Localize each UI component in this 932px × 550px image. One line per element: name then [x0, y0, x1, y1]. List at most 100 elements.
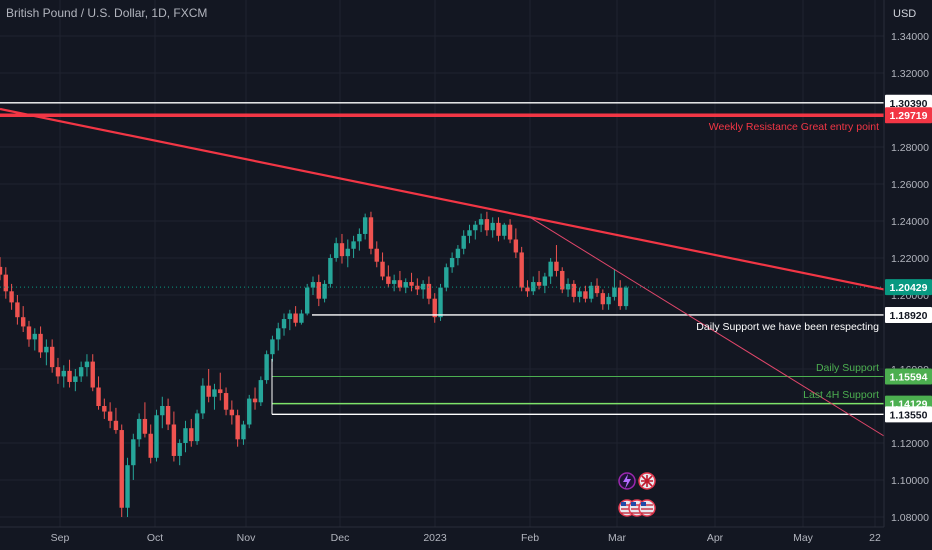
candle-body: [484, 219, 490, 231]
candle-body: [84, 361, 90, 368]
candle-body: [136, 418, 142, 440]
candle-body: [61, 370, 66, 377]
short-trendline[interactable]: [529, 216, 885, 437]
candle-body: [235, 415, 240, 440]
candle-body: [432, 298, 437, 318]
level-annotation: Daily Support we have been respecting: [696, 321, 879, 333]
price-tick-label: 1.24000: [891, 216, 929, 228]
candle-body: [478, 219, 484, 225]
price-tag-label: 1.20429: [890, 282, 928, 294]
candle-body: [32, 333, 37, 340]
candle-body: [420, 283, 426, 290]
candle-body: [554, 261, 559, 271]
uk-flag-glyph: [641, 475, 653, 487]
candle-body: [345, 248, 350, 257]
candle-body: [0, 266, 3, 275]
candle-body: [496, 222, 501, 236]
candle-body: [322, 283, 327, 299]
candle-body: [131, 439, 136, 466]
candle-body: [96, 387, 101, 406]
candle-body: [368, 217, 374, 249]
candle-body: [426, 283, 432, 299]
price-tick-label: 1.32000: [891, 68, 929, 80]
candle-body: [67, 370, 72, 382]
candle-body: [160, 406, 165, 416]
candle-body: [531, 282, 536, 292]
candle-body: [403, 282, 408, 288]
price-axis[interactable]: 1.34000 1.32000 1.28000 1.26000 1.24000 1.220…: [883, 0, 932, 550]
candle-body: [415, 285, 420, 290]
descending-trendline[interactable]: [0, 107, 885, 291]
us-flag-canton: [641, 502, 646, 506]
level-annotation: Last 4H Support: [803, 389, 879, 401]
candle-body: [386, 276, 391, 284]
price-tag-label: 1.13550: [890, 409, 928, 421]
time-tick-label: Oct: [147, 532, 163, 544]
candle-body: [444, 267, 449, 288]
time-tick-label: Dec: [331, 532, 350, 544]
candle-body: [15, 302, 20, 318]
price-tag-label: 1.29719: [890, 110, 928, 122]
candle-body: [583, 291, 588, 299]
candle-body: [229, 409, 235, 416]
candle-body: [247, 398, 252, 425]
price-axis-bg: [884, 0, 932, 550]
event-icons[interactable]: [618, 472, 656, 517]
lightning-glyph: [623, 474, 631, 489]
candle-body: [177, 443, 182, 456]
candle-body: [55, 367, 61, 377]
time-tick-label: Apr: [707, 532, 724, 544]
candle-body: [241, 424, 246, 440]
candle-body: [194, 413, 200, 442]
price-tag: [885, 107, 932, 124]
price-tick-label: 1.28000: [891, 142, 929, 154]
candle-body: [148, 433, 153, 458]
time-tick-label: Mar: [608, 532, 627, 544]
candle-body: [142, 418, 148, 434]
time-tick-label: 2023: [423, 532, 447, 544]
candle-body: [589, 285, 594, 299]
chart-title: British Pound / U.S. Dollar, 1D, FXCM: [6, 6, 208, 20]
candle-body: [299, 313, 304, 323]
candle-body: [357, 233, 362, 242]
candle-body: [223, 393, 229, 410]
candle-body: [623, 287, 629, 307]
candle-body: [276, 328, 281, 340]
price-tick-label: 1.26000: [891, 179, 929, 191]
candle-body: [171, 424, 177, 456]
candle-body: [409, 282, 414, 286]
candle-body: [397, 280, 403, 288]
drawing-lines[interactable]: Weekly Resistance Great entry point Daily…: [0, 102, 885, 437]
candle-body: [316, 282, 321, 299]
candle-body: [90, 361, 95, 388]
level-annotation: Daily Support: [816, 362, 879, 374]
time-axis[interactable]: Sep Oct Nov Dec 2023 Feb Mar Apr May 22: [0, 526, 884, 544]
candle-body: [9, 291, 14, 303]
candle-body: [73, 376, 78, 382]
candle-body: [287, 313, 293, 320]
time-tick-label: Nov: [237, 532, 256, 544]
price-tick-label: 1.12000: [891, 438, 929, 450]
candle-body: [571, 283, 577, 297]
candle-body: [44, 346, 49, 353]
candle-body: [362, 217, 368, 234]
price-tag-label: 1.30390: [890, 98, 928, 110]
candle-body: [467, 230, 472, 236]
candle-body: [374, 248, 379, 262]
price-tag: [885, 406, 932, 423]
candle-body: [310, 282, 316, 288]
candle-body: [536, 282, 542, 286]
candle-body: [473, 224, 478, 231]
candle-body: [78, 367, 84, 377]
us-flag-canton: [621, 502, 626, 506]
candle-body: [351, 241, 356, 249]
candle-body: [264, 354, 269, 381]
candle-body: [113, 420, 119, 431]
price-tick-label: 1.10000: [891, 475, 929, 487]
candle-body: [3, 274, 8, 292]
price-tag: [885, 368, 932, 385]
candle-body: [189, 428, 194, 442]
level-annotation: Weekly Resistance Great entry point: [709, 121, 879, 133]
candle-body: [548, 261, 553, 277]
